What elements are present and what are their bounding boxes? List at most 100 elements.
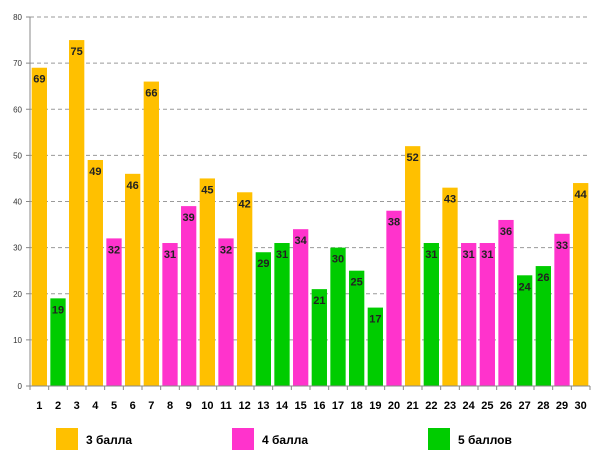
category-label-11: 11: [220, 400, 232, 412]
category-label-23: 23: [444, 400, 456, 412]
bars: [31, 40, 589, 387]
data-label-22: 31: [425, 249, 437, 261]
category-label-18: 18: [351, 400, 363, 412]
data-label-14: 31: [276, 249, 288, 261]
category-label-22: 22: [425, 400, 437, 412]
data-label-20: 38: [388, 217, 400, 229]
legend-swatch-5: [428, 428, 450, 450]
data-label-18: 25: [351, 277, 363, 289]
data-label-15: 34: [295, 235, 308, 247]
category-label-16: 16: [313, 400, 325, 412]
bar-23: [442, 187, 458, 386]
bar-11: [218, 238, 234, 386]
category-label-12: 12: [239, 400, 251, 412]
bar-15: [293, 229, 309, 386]
category-label-8: 8: [167, 400, 173, 412]
bar-8: [162, 243, 178, 386]
category-label-26: 26: [500, 400, 512, 412]
category-label-24: 24: [463, 400, 476, 412]
data-label-7: 66: [145, 88, 157, 100]
legend-swatch-4: [232, 428, 254, 450]
bar-26: [498, 219, 514, 386]
y-axis-ticks: 0 10 20 30 40 50 60 70 80: [13, 13, 22, 391]
data-label-23: 43: [444, 194, 456, 206]
bar-6: [125, 173, 141, 386]
y-tick-label: 60: [13, 105, 22, 114]
bar-18: [349, 270, 365, 386]
bar-9: [181, 206, 197, 386]
data-label-19: 17: [369, 314, 381, 326]
category-label-6: 6: [130, 400, 136, 412]
category-label-27: 27: [519, 400, 531, 412]
data-label-29: 33: [556, 240, 568, 252]
x-axis-labels: 1 2 3 4 5 6 7 8 9 10 11 12 13 14 15 16 17 18 19 20 21 22 23 24 2…: [36, 400, 587, 412]
bar-10: [199, 178, 215, 386]
axes: [26, 16, 591, 390]
y-tick-label: 10: [13, 336, 22, 345]
bar-25: [479, 243, 495, 386]
y-tick-label: 30: [13, 244, 22, 253]
category-label-28: 28: [537, 400, 549, 412]
data-label-4: 49: [89, 166, 101, 178]
category-label-13: 13: [257, 400, 269, 412]
data-label-25: 31: [481, 249, 493, 261]
category-label-7: 7: [148, 400, 154, 412]
bar-1: [31, 67, 47, 387]
category-label-5: 5: [111, 400, 117, 412]
legend-label-5: 5 баллов: [458, 433, 512, 447]
category-label-29: 29: [556, 400, 568, 412]
data-label-24: 31: [463, 249, 475, 261]
legend-swatch-3: [56, 428, 78, 450]
bar-29: [554, 233, 570, 386]
data-label-3: 75: [71, 46, 83, 58]
bar-27: [517, 275, 533, 386]
data-label-2: 19: [52, 304, 64, 316]
category-label-19: 19: [369, 400, 381, 412]
data-label-26: 36: [500, 226, 512, 238]
category-label-15: 15: [295, 400, 307, 412]
y-tick-label: 0: [18, 382, 23, 391]
data-label-13: 29: [257, 258, 269, 270]
y-tick-label: 70: [13, 59, 22, 68]
bar-17: [330, 247, 346, 386]
data-label-8: 31: [164, 249, 176, 261]
data-label-27: 24: [519, 281, 532, 293]
bar-28: [535, 266, 551, 386]
category-label-30: 30: [575, 400, 587, 412]
data-label-1: 69: [33, 74, 45, 86]
bar-20: [386, 210, 402, 386]
category-label-4: 4: [92, 400, 99, 412]
data-label-5: 32: [108, 244, 120, 256]
category-label-2: 2: [55, 400, 61, 412]
legend: 3 балла 4 балла 5 баллов: [56, 428, 512, 450]
bar-14: [274, 243, 290, 386]
data-label-17: 30: [332, 254, 344, 266]
category-label-21: 21: [407, 400, 419, 412]
data-label-30: 44: [575, 189, 588, 201]
data-labels: 69 19 75 49 32 46 66 31 39 45 32 42 29 31 34 21 30 25 17 38…: [33, 46, 587, 326]
data-label-9: 39: [183, 212, 195, 224]
bar-4: [87, 159, 103, 386]
bar-5: [106, 238, 122, 386]
data-label-21: 52: [407, 152, 419, 164]
category-label-14: 14: [276, 400, 289, 412]
bar-21: [405, 146, 421, 386]
data-label-6: 46: [127, 180, 139, 192]
bar-7: [143, 81, 159, 386]
data-label-12: 42: [239, 198, 251, 210]
category-label-20: 20: [388, 400, 400, 412]
bar-30: [573, 183, 589, 386]
category-label-17: 17: [332, 400, 344, 412]
data-label-28: 26: [537, 272, 549, 284]
bar-12: [237, 192, 253, 386]
bar-2: [50, 298, 66, 386]
category-label-1: 1: [36, 400, 42, 412]
data-label-16: 21: [313, 295, 325, 307]
category-label-9: 9: [186, 400, 192, 412]
y-tick-label: 80: [13, 13, 22, 22]
gridlines: [30, 16, 590, 341]
data-label-10: 45: [201, 184, 213, 196]
bar-16: [311, 289, 327, 386]
category-label-25: 25: [481, 400, 493, 412]
